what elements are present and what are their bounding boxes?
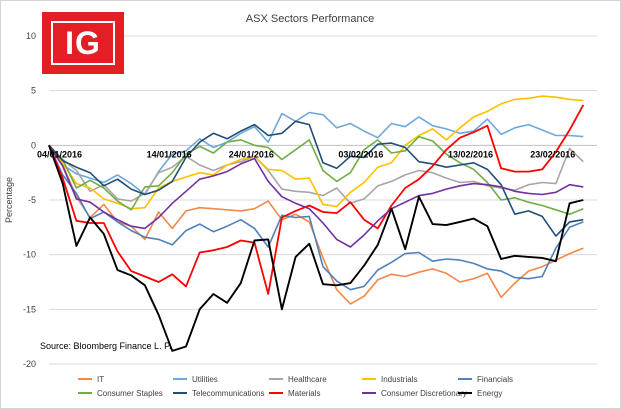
y-tick-label: -10 (23, 250, 36, 260)
legend-label: Materials (288, 389, 320, 398)
legend-label: Energy (477, 389, 502, 398)
y-tick-label: 5 (31, 86, 36, 96)
date-label: 24/01/2016 (229, 149, 274, 159)
y-tick-label: -15 (23, 304, 36, 314)
series-line-industrials (48, 95, 584, 210)
date-label: 23/02/2016 (530, 149, 575, 159)
legend-label: Consumer Staples (97, 389, 163, 398)
series-line-financials (48, 144, 584, 291)
series-line-materials (48, 104, 585, 295)
date-label: 13/02/2016 (448, 149, 493, 159)
legend-label: Consumer Discretionary (381, 389, 467, 398)
y-tick-label: -5 (28, 195, 36, 205)
date-label: 14/01/2016 (147, 149, 192, 159)
y-tick-label: -20 (23, 359, 36, 369)
ig-logo-text: IG (51, 21, 115, 65)
legend-label: IT (97, 375, 104, 384)
y-tick-label: 0 (31, 140, 36, 150)
source-note: Source: Bloomberg Finance L. P. (40, 341, 172, 351)
date-label: 04/01/2016 (37, 149, 82, 159)
legend-label: Healthcare (288, 375, 327, 384)
legend-label: Telecommunications (192, 389, 264, 398)
series-line-telecommunications (48, 120, 584, 237)
y-tick-label: 10 (26, 31, 36, 41)
series-line-consumer-staples (48, 135, 584, 215)
date-label: 03/02/2016 (338, 149, 383, 159)
legend-label: Financials (477, 375, 513, 384)
y-axis-label: Percentage (4, 177, 14, 223)
chart-title: ASX Sectors Performance (246, 13, 374, 25)
legend-label: Utilities (192, 375, 218, 384)
ig-logo: IG (42, 12, 124, 74)
series-line-utilities (48, 111, 584, 196)
legend-label: Industrials (381, 375, 417, 384)
series-line-energy (48, 144, 584, 352)
series-line-consumer-discretionary (48, 144, 584, 248)
